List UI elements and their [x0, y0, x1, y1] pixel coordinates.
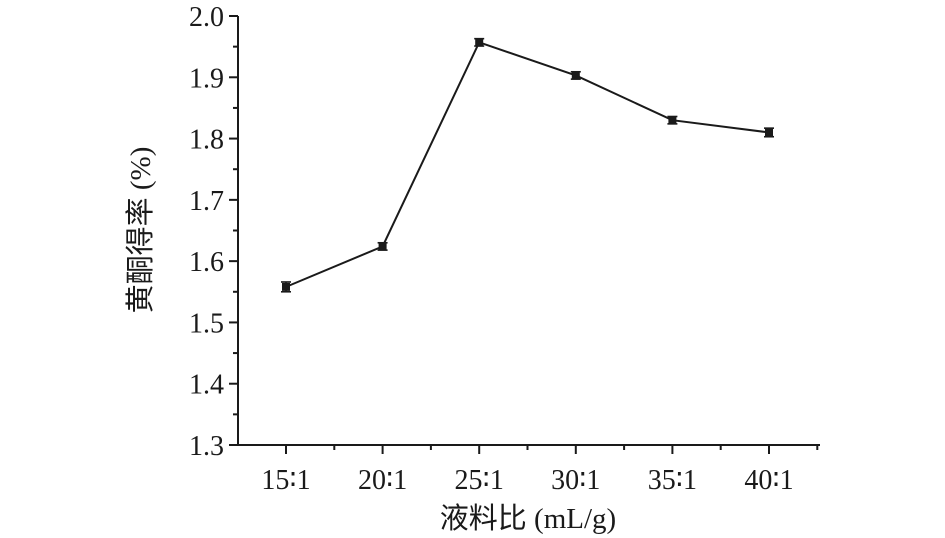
series-group — [281, 37, 774, 293]
x-axis-title: 液料比 (mL/g) — [440, 502, 616, 535]
y-tick-label: 1.8 — [189, 125, 224, 156]
data-point — [571, 71, 580, 80]
x-tick-label: 35∶1 — [648, 465, 697, 496]
x-ticks: 15∶1 20∶1 25∶1 30∶1 35∶1 40∶1 — [261, 445, 819, 496]
data-point — [765, 128, 773, 137]
axes — [237, 16, 820, 446]
x-tick-label: 15∶1 — [261, 465, 310, 496]
y-tick-label: 2.0 — [189, 2, 224, 33]
data-point — [282, 282, 290, 291]
data-point — [668, 116, 677, 125]
y-tick-label: 1.9 — [189, 63, 224, 94]
y-ticks: 1.3 1.4 1.5 1.6 1.7 1.8 1.9 2.0 — [189, 2, 238, 462]
y-axis-title: 黄酮得率 (%) — [124, 147, 157, 314]
data-point — [475, 38, 484, 47]
series-line — [285, 41, 770, 288]
x-tick-label: 30∶1 — [551, 465, 600, 496]
y-tick-label: 1.7 — [189, 186, 224, 217]
y-tick-label: 1.5 — [189, 308, 224, 339]
y-tick-label: 1.6 — [189, 247, 224, 278]
y-tick-label: 1.4 — [189, 370, 224, 401]
y-tick-label: 1.3 — [189, 431, 224, 462]
x-tick-label: 25∶1 — [455, 465, 504, 496]
data-point — [378, 242, 387, 251]
x-tick-label: 40∶1 — [744, 465, 793, 496]
x-tick-label: 20∶1 — [358, 465, 407, 496]
